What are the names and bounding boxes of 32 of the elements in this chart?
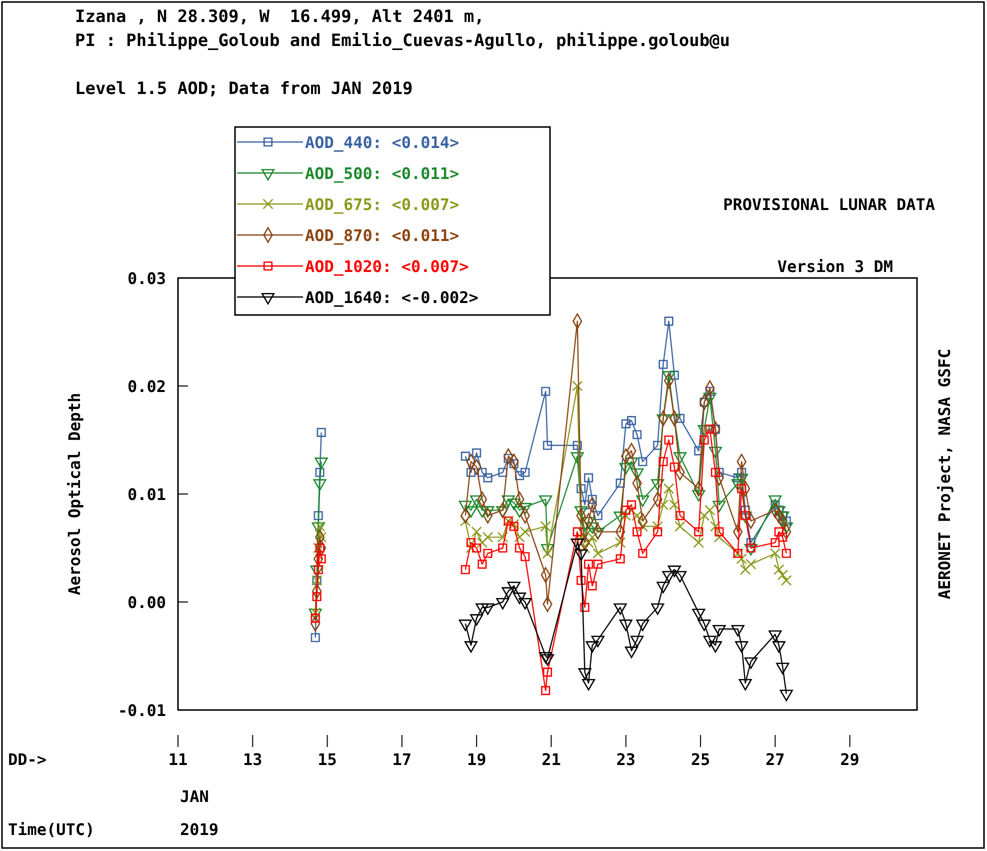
x-tick-label: 23 (616, 750, 636, 769)
x-tick-label: 13 (243, 750, 262, 769)
legend-label: AOD_440: <0.014> (305, 133, 460, 152)
text: Level 1.5 AOD; Data from JAN 2019 (75, 79, 413, 99)
x-tick-label: 11 (168, 750, 188, 769)
chart-subtitle: PI : Philippe_Goloub and Emilio_Cuevas-Agullo, philippe.goloub@u (75, 31, 730, 51)
x-tick-label: 15 (318, 750, 337, 769)
y-axis-title: Aerosol Optical Depth (65, 392, 84, 596)
text: JAN (180, 787, 209, 806)
text: 2019 (180, 820, 219, 839)
y-tick-label: -0.01 (118, 701, 166, 720)
x-axis-title: Time(UTC) (8, 820, 95, 839)
y-tick-label: 0.00 (127, 593, 166, 612)
legend-label: AOD_1640: <-0.002> (305, 288, 478, 307)
x-tick-label: 21 (542, 750, 561, 769)
text: DD-> (8, 750, 47, 769)
chart-title: Izana , N 28.309, W 16.499, Alt 2401 m, (75, 7, 484, 27)
y-tick-label: 0.03 (127, 269, 166, 288)
x-tick-label: 17 (392, 750, 412, 769)
text: Version 3 DM (777, 257, 893, 276)
x-tick-label: 25 (690, 750, 710, 769)
x-tick-label: 19 (466, 750, 486, 769)
text: PROVISIONAL LUNAR DATA (723, 195, 936, 214)
y-tick-label: 0.01 (127, 485, 166, 504)
legend-label: AOD_500: <0.011> (305, 164, 460, 183)
x-tick-label: 29 (840, 750, 860, 769)
text: AERONET Project, NASA GSFC (935, 348, 954, 600)
x-tick-label: 27 (766, 750, 785, 769)
legend-label: AOD_675: <0.007> (305, 195, 460, 214)
y-tick-label: 0.02 (127, 377, 166, 396)
legend-label: AOD_870: <0.011> (305, 226, 460, 245)
legend-label: AOD_1020: <0.007> (305, 257, 469, 276)
